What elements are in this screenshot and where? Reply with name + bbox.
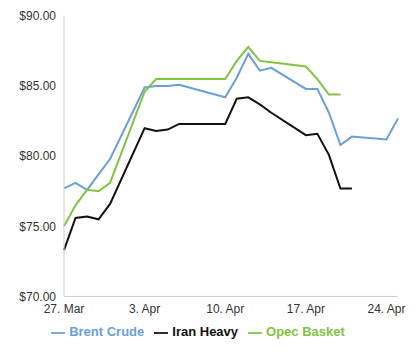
svg-text:27. Mar: 27. Mar bbox=[44, 302, 85, 316]
svg-text:$70.00: $70.00 bbox=[19, 290, 56, 304]
html-text:Brent Crude: Brent Crude bbox=[69, 324, 145, 340]
html-text:Opec Basket: Opec Basket bbox=[266, 324, 345, 340]
svg-text:$85.00: $85.00 bbox=[19, 79, 56, 93]
svg-text:3. Apr: 3. Apr bbox=[129, 302, 160, 316]
svg-text:$90.00: $90.00 bbox=[19, 9, 56, 23]
svg-text:$75.00: $75.00 bbox=[19, 220, 56, 234]
svg-text:24. Apr: 24. Apr bbox=[367, 302, 405, 316]
svg-text:17. Apr: 17. Apr bbox=[287, 302, 325, 316]
html-text:Iran Heavy: Iran Heavy bbox=[172, 324, 239, 340]
svg-text:10. Apr: 10. Apr bbox=[206, 302, 244, 316]
svg-text:$80.00: $80.00 bbox=[19, 149, 56, 163]
